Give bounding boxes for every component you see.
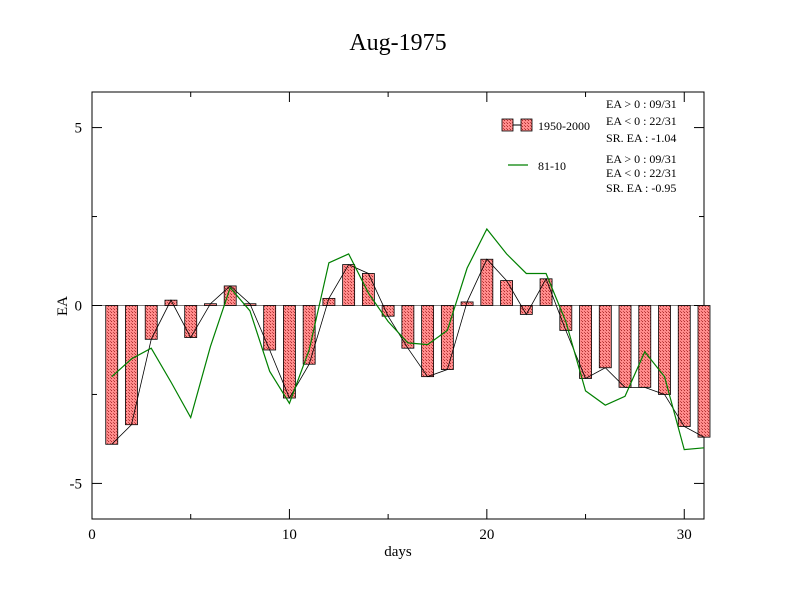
stats-line: SR. EA : -1.04 — [606, 131, 676, 145]
bar-series — [105, 258, 711, 445]
bar — [263, 305, 277, 351]
bar — [184, 305, 198, 338]
legend-label-bars: 1950-2000 — [538, 119, 590, 133]
bar — [658, 305, 671, 395]
x-tick-label: 20 — [479, 527, 494, 543]
x-tick-label: 30 — [677, 527, 692, 543]
chart-title: Aug-1975 — [349, 30, 446, 56]
bar — [500, 280, 513, 306]
legend-bar-swatch — [520, 118, 533, 132]
x-tick-label: 0 — [88, 527, 96, 543]
legend-item-bars: 1950-2000 — [501, 118, 590, 133]
axis-ticks: 0 10 20 30 -5 0 5 — [70, 92, 704, 543]
legend-bar-swatch — [501, 118, 514, 132]
y-tick-label: 0 — [75, 299, 83, 315]
legend-label-line: 81-10 — [538, 159, 566, 173]
bar — [105, 305, 119, 445]
bar — [618, 305, 632, 388]
bar — [598, 305, 612, 369]
bar — [361, 273, 375, 306]
x-axis-label: days — [384, 544, 412, 560]
stats-line: EA > 0 : 09/31 — [606, 97, 677, 111]
bar — [480, 258, 494, 306]
stats-block-1950-2000: EA > 0 : 09/31 EA < 0 : 22/31 SR. EA : -… — [606, 97, 677, 145]
bar — [144, 305, 158, 340]
y-tick-label: -5 — [70, 476, 83, 492]
legend-item-line: 81-10 — [508, 159, 566, 173]
stats-block-81-10: EA > 0 : 09/31 EA < 0 : 22/31 SR. EA : -… — [606, 152, 677, 195]
stats-line: EA < 0 : 22/31 — [606, 114, 677, 128]
y-tick-label: 5 — [75, 121, 83, 137]
x-tick-label: 10 — [282, 527, 297, 543]
series-line-81-10 — [111, 227, 705, 451]
bar-value-line — [111, 258, 705, 445]
bar — [697, 305, 711, 438]
line-series — [111, 227, 705, 451]
stats-line: SR. EA : -0.95 — [606, 181, 676, 195]
bar — [342, 264, 356, 306]
y-axis-label: EA — [55, 296, 71, 316]
stats-line: EA > 0 : 09/31 — [606, 152, 677, 166]
bar — [677, 305, 691, 427]
bar — [559, 305, 573, 331]
bar — [302, 305, 316, 365]
legend: 1950-2000 81-10 EA > 0 : 09/31 EA < 0 : … — [501, 97, 677, 195]
bar — [440, 305, 454, 370]
stats-line: EA < 0 : 22/31 — [606, 166, 677, 180]
bar — [283, 305, 296, 399]
bar — [638, 305, 652, 388]
